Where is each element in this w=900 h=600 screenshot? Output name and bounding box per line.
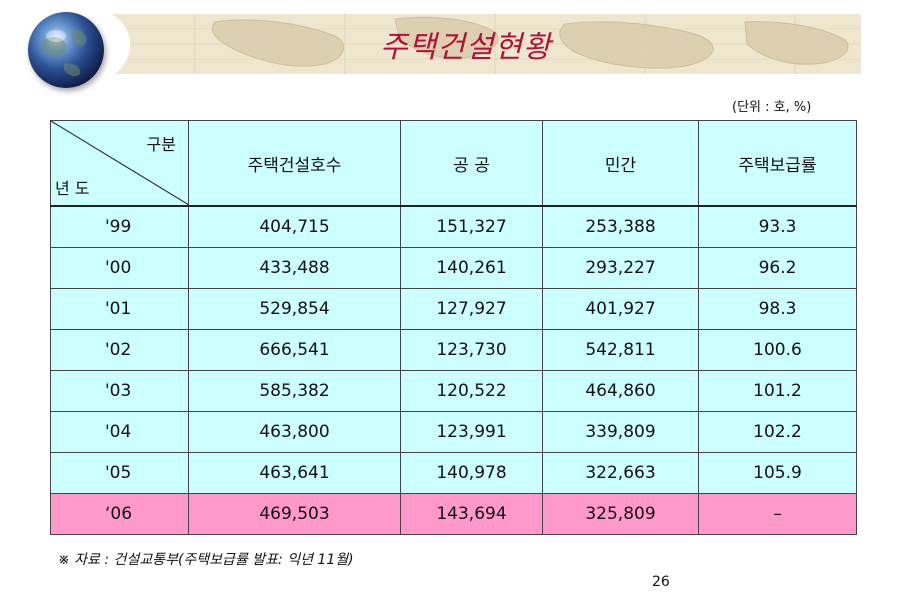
year-cell: ‘06 xyxy=(50,493,189,535)
private-cell: 339,809 xyxy=(542,411,699,453)
total-cell: 666,541 xyxy=(188,329,401,371)
table-header-row: 구분 년 도 주택건설호수 공 공 민간 주택보급률 xyxy=(50,120,857,207)
private-cell: 401,927 xyxy=(542,288,699,330)
public-cell: 123,730 xyxy=(400,329,543,371)
page-number: 26 xyxy=(652,574,670,590)
world-map-background xyxy=(95,14,861,74)
year-cell: '02 xyxy=(50,329,189,371)
table-row: '01 529,854 127,927 401,927 98.3 xyxy=(50,288,857,330)
rate-cell: – xyxy=(698,493,857,535)
year-cell: '00 xyxy=(50,247,189,289)
total-cell: 469,503 xyxy=(188,493,401,535)
table-row: '05 463,641 140,978 322,663 105.9 xyxy=(50,452,857,494)
globe-icon xyxy=(28,12,104,88)
column-header-public: 공 공 xyxy=(400,120,543,207)
table-row: '04 463,800 123,991 339,809 102.2 xyxy=(50,411,857,453)
total-cell: 463,641 xyxy=(188,452,401,494)
rate-cell: 102.2 xyxy=(698,411,857,453)
table-row: '99 404,715 151,327 253,388 93.3 xyxy=(50,205,857,248)
rate-cell: 96.2 xyxy=(698,247,857,289)
year-cell: '01 xyxy=(50,288,189,330)
column-header-total: 주택건설호수 xyxy=(188,120,401,207)
rate-cell: 93.3 xyxy=(698,205,857,248)
total-cell: 433,488 xyxy=(188,247,401,289)
corner-label-year: 년 도 xyxy=(55,179,90,198)
table-row: '00 433,488 140,261 293,227 96.2 xyxy=(50,247,857,289)
column-header-supply-rate: 주택보급률 xyxy=(698,120,857,207)
private-cell: 325,809 xyxy=(542,493,699,535)
public-cell: 143,694 xyxy=(400,493,543,535)
private-cell: 464,860 xyxy=(542,370,699,412)
table-row: '03 585,382 120,522 464,860 101.2 xyxy=(50,370,857,412)
total-cell: 463,800 xyxy=(188,411,401,453)
rate-cell: 100.6 xyxy=(698,329,857,371)
public-cell: 151,327 xyxy=(400,205,543,248)
source-note: ※ 자료 : 건설교통부(주택보급률 발표: 익년 11월) xyxy=(58,552,354,568)
public-cell: 120,522 xyxy=(400,370,543,412)
rate-cell: 105.9 xyxy=(698,452,857,494)
public-cell: 123,991 xyxy=(400,411,543,453)
header-band xyxy=(95,14,861,74)
rate-cell: 101.2 xyxy=(698,370,857,412)
diagonal-divider xyxy=(51,121,189,205)
private-cell: 542,811 xyxy=(542,329,699,371)
unit-note: (단위 : 호, %) xyxy=(732,100,812,115)
public-cell: 140,978 xyxy=(400,452,543,494)
private-cell: 322,663 xyxy=(542,452,699,494)
corner-label-category: 구분 xyxy=(146,135,176,154)
globe-land xyxy=(41,29,87,77)
total-cell: 404,715 xyxy=(188,205,401,248)
private-cell: 253,388 xyxy=(542,205,699,248)
table-row-highlighted: ‘06 469,503 143,694 325,809 – xyxy=(50,493,857,535)
column-header-private: 민간 xyxy=(542,120,699,207)
year-cell: '03 xyxy=(50,370,189,412)
table-row: '02 666,541 123,730 542,811 100.6 xyxy=(50,329,857,371)
total-cell: 585,382 xyxy=(188,370,401,412)
public-cell: 127,927 xyxy=(400,288,543,330)
rate-cell: 98.3 xyxy=(698,288,857,330)
total-cell: 529,854 xyxy=(188,288,401,330)
year-cell: '99 xyxy=(50,205,189,248)
private-cell: 293,227 xyxy=(542,247,699,289)
page-title: 주택건설현황 xyxy=(380,30,552,65)
corner-header-cell: 구분 년 도 xyxy=(50,120,189,207)
year-cell: '04 xyxy=(50,411,189,453)
public-cell: 140,261 xyxy=(400,247,543,289)
year-cell: '05 xyxy=(50,452,189,494)
housing-table: 구분 년 도 주택건설호수 공 공 민간 주택보급률 '99 404,715 1… xyxy=(50,120,857,535)
